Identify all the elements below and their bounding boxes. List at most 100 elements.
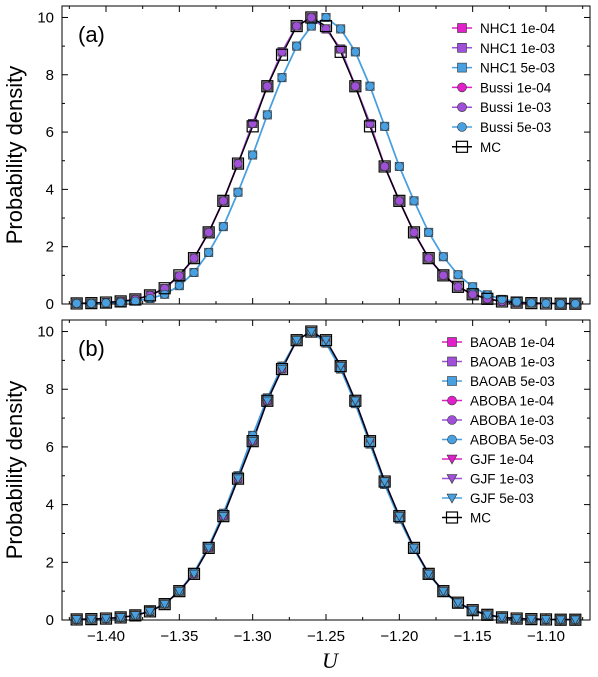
data-point [437, 269, 450, 282]
x-tick-label: −1.30 [234, 628, 272, 645]
y-tick-label: 8 [46, 381, 54, 398]
data-point [570, 299, 580, 309]
data-point [261, 80, 274, 93]
data-point [365, 81, 375, 91]
data-point [292, 21, 302, 31]
legend-marker [445, 511, 459, 524]
data-point [217, 194, 230, 207]
series-markers [71, 327, 581, 625]
data-point [129, 293, 142, 306]
data-point [497, 294, 507, 304]
data-point [525, 297, 538, 310]
data-point [174, 271, 184, 281]
data-point [233, 159, 243, 169]
x-tick-label: −1.25 [307, 628, 345, 645]
data-point [409, 227, 419, 237]
data-point [438, 270, 448, 280]
series-markers [72, 12, 580, 309]
data-point [321, 12, 331, 22]
data-point [85, 613, 98, 626]
data-point [468, 289, 478, 299]
data-point [511, 614, 522, 624]
series-markers [72, 12, 580, 309]
data-point [114, 295, 127, 308]
data-point [393, 510, 406, 523]
data-point [262, 396, 273, 407]
data-point [100, 614, 112, 624]
data-point [380, 161, 390, 171]
data-point [130, 611, 141, 621]
y-tick-label: 0 [46, 296, 54, 313]
data-point [143, 605, 157, 618]
data-point [394, 512, 405, 522]
data-point [158, 598, 171, 611]
data-point [158, 282, 171, 295]
data-point [246, 435, 259, 448]
data-point [570, 615, 581, 625]
data-point [247, 437, 258, 447]
panel-label: (b) [78, 336, 105, 361]
y-tick-label: 10 [37, 324, 54, 341]
data-point [438, 587, 449, 597]
data-point [262, 81, 272, 91]
data-point [350, 396, 361, 407]
data-point [495, 611, 509, 624]
legend-marker [447, 337, 457, 347]
data-point [70, 613, 83, 626]
data-point [510, 296, 523, 309]
data-point [143, 289, 157, 302]
data-point [233, 187, 243, 197]
legend-marker [457, 62, 467, 73]
data-point [159, 600, 170, 610]
data-point [261, 394, 274, 407]
series-markers [70, 325, 582, 626]
data-point [350, 47, 360, 57]
data-point [319, 19, 333, 33]
data-point [248, 150, 258, 160]
data-point [189, 253, 199, 263]
data-point [379, 477, 390, 487]
y-tick-label: 6 [46, 124, 54, 141]
data-point [466, 604, 479, 617]
legend-entry: Bussi 1e-04 [480, 80, 552, 95]
data-point [217, 510, 230, 523]
data-point [424, 253, 434, 263]
legend: BAOAB 1e-04 BAOAB 1e-03 BAOAB 5e-03 ABOBA 1… [442, 335, 555, 526]
data-point [275, 362, 289, 376]
data-point [525, 613, 538, 626]
data-point [467, 606, 478, 616]
data-point [189, 267, 199, 277]
x-tick-label: −1.10 [527, 628, 565, 645]
data-point [380, 121, 390, 131]
legend-entry: NHC1 1e-04 [480, 21, 556, 36]
data-point [407, 226, 421, 239]
data-point [334, 45, 347, 58]
data-point [187, 567, 201, 580]
data-point [319, 334, 333, 347]
x-axis: −1.40 −1.35 −1.30 −1.25 −1.20 −1.15 −1.10 [87, 628, 565, 645]
data-point [453, 270, 463, 280]
data-point [481, 608, 494, 621]
legend-marker [447, 434, 457, 445]
data-point [246, 120, 259, 133]
legend-entry: ABOBA 1e-04 [470, 394, 555, 409]
series-markers [72, 12, 580, 309]
data-point [424, 227, 434, 237]
data-point [292, 41, 302, 51]
legend-marker [457, 23, 467, 33]
legend-entry: GJF 1e-03 [470, 472, 534, 487]
data-point [144, 607, 156, 617]
legend-entry: GJF 5e-03 [470, 491, 534, 506]
y-tick-label: 10 [37, 9, 54, 26]
data-point [539, 613, 553, 626]
data-point [305, 11, 318, 24]
data-point [71, 615, 82, 625]
data-point [394, 161, 404, 171]
data-point [453, 282, 463, 292]
legend-marker [446, 474, 458, 485]
data-point [334, 360, 347, 373]
y-tick-label: 4 [46, 497, 54, 514]
data-point [115, 613, 126, 623]
legend-entry: ABOBA 1e-03 [470, 413, 554, 428]
